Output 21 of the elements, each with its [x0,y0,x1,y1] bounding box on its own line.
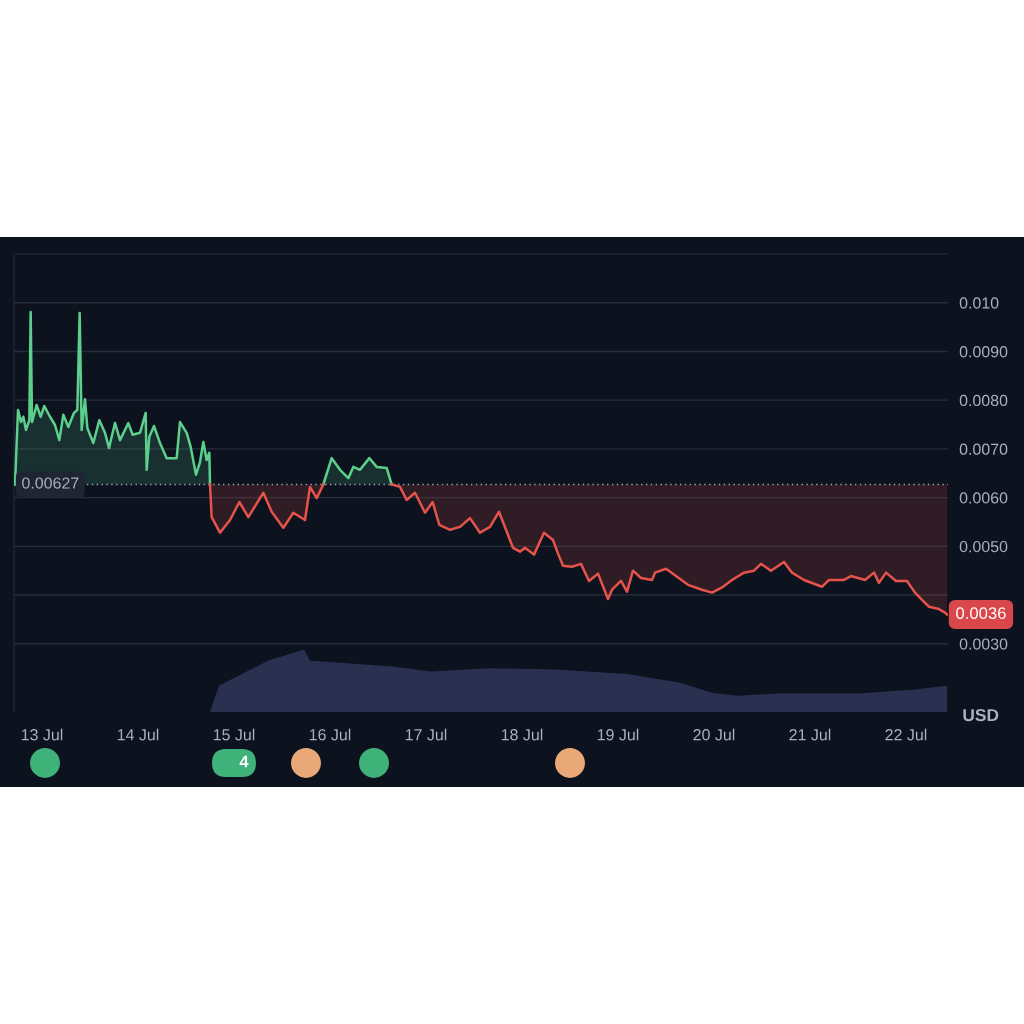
x-tick-label: 13 Jul [21,728,63,741]
x-tick-label: 17 Jul [405,728,447,741]
x-tick-label: 15 Jul [213,728,255,741]
x-tick-label: 20 Jul [693,728,735,741]
ref-line-label: 0.00627 [22,477,79,489]
x-tick-label: 22 Jul [885,728,927,741]
annotation: 0.0036 [956,607,1006,620]
x-tick-label: 14 Jul [117,728,159,741]
y-tick-label: 0.0050 [959,540,1008,553]
x-tick-label: 21 Jul [789,728,831,741]
y-tick-label: 0.010 [959,297,999,309]
y-tick-label: 0.0070 [959,443,1008,455]
y-tick-label: 0.0030 [959,638,1008,650]
y-axis-title: USD [963,708,999,722]
y-tick-label: 0.0080 [959,394,1008,407]
x-tick-label: 18 Jul [501,728,543,741]
x-tick-label: 19 Jul [597,728,639,741]
text: 4 [239,755,249,768]
x-tick-label: 16 Jul [309,728,351,741]
y-tick-label: 0.0090 [959,346,1008,358]
y-tick-label: 0.0060 [959,492,1008,504]
